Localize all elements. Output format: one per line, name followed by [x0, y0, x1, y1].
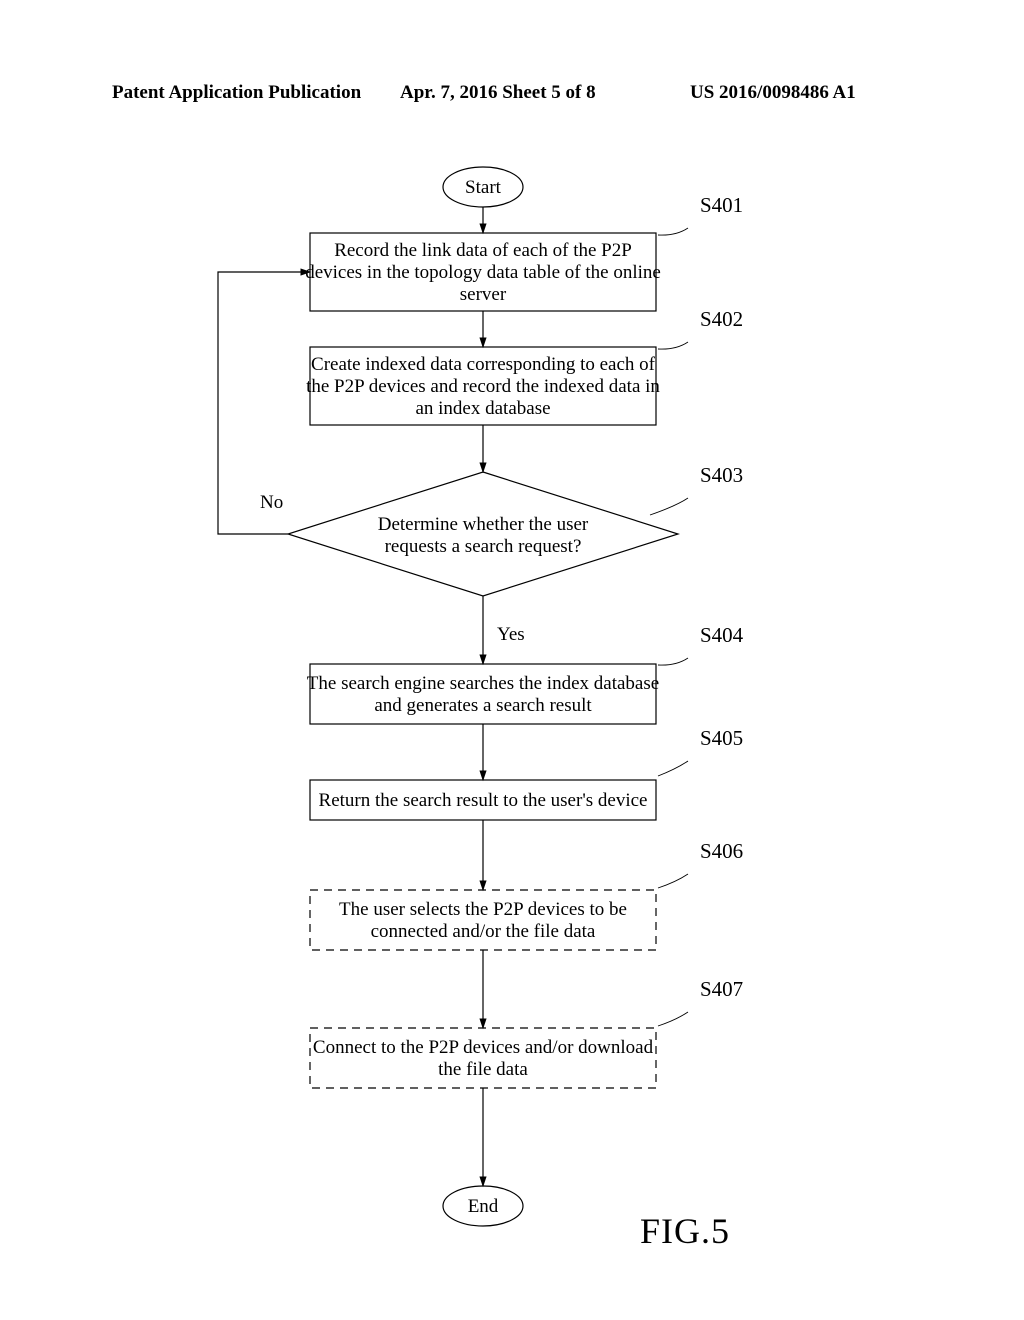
label-s405: S405	[700, 726, 743, 750]
svg-text:The user selects the P2P devic: The user selects the P2P devices to be	[339, 899, 627, 920]
svg-text:and generates a search result: and generates a search result	[374, 695, 592, 716]
svg-text:devices in the topology data t: devices in the topology data table of th…	[305, 262, 661, 283]
svg-text:connected and/or the file data: connected and/or the file data	[371, 921, 596, 942]
svg-text:The search engine searches the: The search engine searches the index dat…	[307, 673, 659, 694]
svg-text:the file data: the file data	[438, 1059, 528, 1080]
svg-text:Connect to the P2P devices and: Connect to the P2P devices and/or downlo…	[313, 1037, 654, 1058]
leader-s407	[658, 1012, 688, 1026]
svg-text:an index database: an index database	[415, 398, 550, 419]
leader-s401	[658, 228, 688, 235]
label-s403: S403	[700, 463, 743, 487]
figure-label: FIG.5	[640, 1210, 730, 1252]
svg-text:Return the search result to th: Return the search result to the user's d…	[319, 790, 648, 811]
edge-label-yes: Yes	[497, 624, 525, 645]
label-s404: S404	[700, 623, 744, 647]
svg-text:requests a search request?: requests a search request?	[385, 536, 582, 557]
leader-s402	[658, 342, 688, 349]
svg-text:the P2P devices and record the: the P2P devices and record the indexed d…	[306, 376, 660, 397]
svg-text:Determine whether the user: Determine whether the user	[378, 514, 589, 535]
end-label: End	[468, 1196, 499, 1217]
label-s401: S401	[700, 193, 743, 217]
leader-s404	[658, 658, 688, 665]
label-s402: S402	[700, 307, 743, 331]
label-s406: S406	[700, 839, 743, 863]
svg-text:Create indexed data correspond: Create indexed data corresponding to eac…	[311, 354, 656, 375]
flowchart: Start End Record the link data of each of …	[0, 0, 1024, 1320]
leader-s403	[650, 498, 688, 515]
edge-label-no: No	[260, 492, 283, 513]
svg-text:server: server	[460, 284, 507, 305]
svg-text:Record the link data of each o: Record the link data of each of the P2P	[334, 240, 632, 261]
start-label: Start	[465, 177, 502, 198]
label-s407: S407	[700, 977, 743, 1001]
leader-s406	[658, 874, 688, 888]
leader-s405	[658, 761, 688, 776]
